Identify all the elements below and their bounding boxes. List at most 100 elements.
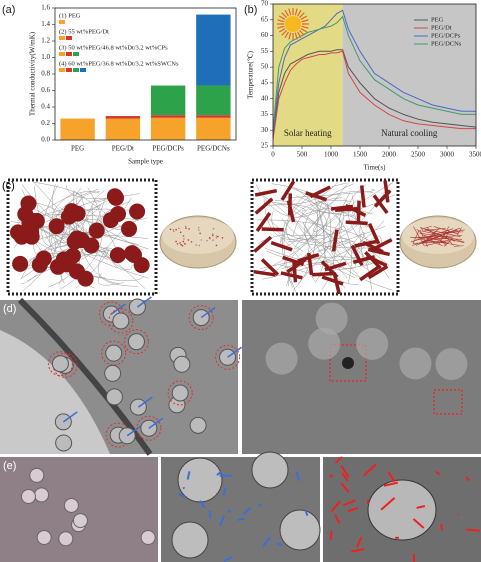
y-tick-label: 0.4: [41, 103, 50, 111]
legend-swatch: [59, 68, 65, 72]
micrograph-panel: [0, 451, 481, 562]
legend-swatch: [66, 36, 72, 40]
arrow: [216, 471, 222, 476]
sun-ray: [284, 9, 290, 17]
fiber: [270, 182, 339, 205]
speck: [420, 227, 456, 242]
y-tick-label: 0.6: [41, 86, 50, 94]
legend-label: (2) 55 wt%PEG/Dt: [59, 28, 109, 35]
particle: [48, 218, 65, 235]
speck: [198, 244, 201, 247]
legend-swatch: [66, 52, 72, 56]
nanotube: [305, 191, 328, 202]
nanotube: [372, 194, 389, 215]
highlight-box: [433, 389, 463, 415]
arrow: [178, 492, 186, 498]
sun-ray: [298, 12, 305, 19]
nanotube: [359, 185, 366, 208]
particle: [54, 413, 72, 431]
particle: [435, 348, 468, 381]
y-tick-label: 70: [261, 0, 269, 8]
bar-segment: [196, 115, 231, 118]
arrow: [237, 517, 245, 521]
arrow: [330, 500, 341, 513]
arrow: [334, 514, 341, 524]
legend-swatch: [73, 68, 79, 72]
nanotube: [280, 180, 296, 201]
arrow: [200, 306, 216, 319]
speck: [419, 229, 428, 247]
particle: [108, 189, 125, 206]
series-line: [272, 15, 476, 131]
speck: [188, 228, 190, 230]
nanotube: [345, 220, 368, 226]
highlight-circle: [47, 351, 73, 377]
y-tick-label: 35: [261, 110, 269, 118]
legend-label: PEG/DCNs: [431, 40, 462, 47]
fiber: [292, 200, 352, 236]
speck: [412, 230, 420, 244]
speck: [448, 229, 465, 234]
highlight-circle: [108, 308, 134, 334]
arrow: [295, 471, 300, 481]
particle: [177, 457, 223, 503]
speck: [212, 227, 215, 230]
speck: [178, 227, 180, 230]
region-label: Natural cooling: [381, 128, 438, 138]
particle: [58, 531, 74, 547]
nanotube: [311, 271, 335, 277]
nanotube: [331, 229, 339, 252]
nanotube: [287, 193, 293, 216]
fiber: [338, 259, 383, 270]
nanotube: [254, 188, 278, 197]
particle: [105, 388, 123, 406]
particle: [171, 521, 209, 559]
x-tick-label: 2500: [411, 151, 426, 159]
arrow: [350, 548, 365, 553]
fiber: [33, 233, 149, 255]
highlight-circle: [136, 415, 162, 441]
x-tick-label: 500: [297, 151, 308, 159]
bar-segment: [196, 85, 231, 116]
legend-swatch: [59, 36, 65, 40]
fiber: [33, 182, 133, 271]
arrow: [329, 530, 333, 540]
fiber: [267, 216, 332, 241]
fiber: [288, 186, 328, 243]
speck: [182, 240, 185, 243]
speck: [217, 235, 219, 238]
arrow: [387, 471, 396, 483]
bar-segment: [196, 14, 231, 86]
nanotube: [371, 238, 393, 252]
nanotube: [253, 269, 276, 277]
particle: [129, 203, 146, 220]
fiber: [354, 235, 382, 259]
arrow: [257, 503, 262, 507]
speck: [169, 228, 172, 231]
fiber: [301, 209, 351, 243]
particle: [102, 212, 119, 229]
fiber: [71, 220, 146, 289]
bar-segment: [105, 116, 141, 119]
fiber: [28, 205, 102, 263]
legend-swatch: [59, 52, 65, 56]
particle: [60, 208, 77, 225]
particle: [125, 246, 142, 263]
speck: [425, 240, 449, 247]
particle: [127, 333, 145, 351]
speck: [215, 244, 218, 247]
chart: Solar heating Natural cooling (b) 25 30 35 40 4…: [244, 0, 481, 172]
speck: [215, 235, 218, 237]
legend-label: PEG: [431, 16, 444, 23]
highlight-circle: [101, 340, 127, 366]
particle: [140, 529, 156, 545]
pore: [342, 357, 354, 369]
x-tick-label: 3000: [440, 151, 455, 159]
speck: [432, 241, 443, 247]
arrow: [380, 497, 396, 511]
nanotube: [292, 260, 298, 283]
arrow: [148, 417, 164, 429]
speck: [180, 243, 182, 246]
schematic-panel: [6, 178, 477, 296]
